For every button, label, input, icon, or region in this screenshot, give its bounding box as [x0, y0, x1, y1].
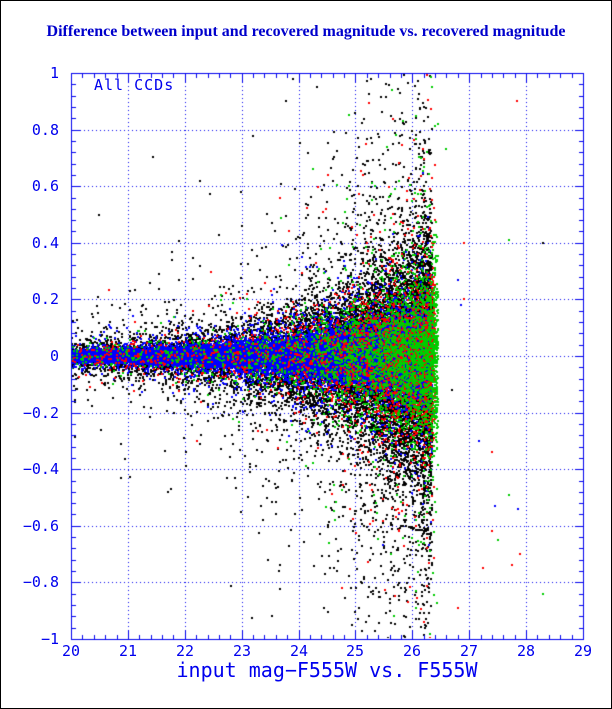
- x-tick-label: 21: [118, 642, 138, 660]
- x-tick-label: 29: [573, 642, 593, 660]
- x-tick-label: 24: [289, 642, 309, 660]
- x-tick-label: 26: [402, 642, 422, 660]
- x-tick-label: 20: [61, 642, 81, 660]
- x-tick-label: 25: [345, 642, 365, 660]
- y-tick-label: −0.8: [22, 573, 59, 591]
- y-tick-label: 1: [49, 64, 59, 82]
- x-tick-label: 23: [232, 642, 252, 660]
- y-tick-label: −0.2: [22, 404, 59, 422]
- x-tick-label: 27: [459, 642, 479, 660]
- all-ccds-annotation: All CCDs: [94, 76, 175, 94]
- y-tick-label: 0.8: [31, 121, 59, 139]
- y-tick-label: 0.2: [31, 290, 59, 308]
- y-tick-label: −0.6: [22, 517, 59, 535]
- y-tick-label: −1: [40, 630, 59, 648]
- x-axis-title: input mag−F555W vs. F555W: [176, 658, 478, 682]
- y-tick-label: −0.4: [22, 460, 59, 478]
- y-tick-label: 0.6: [31, 177, 59, 195]
- y-tick-label: 0.4: [31, 234, 59, 252]
- x-tick-label: 28: [516, 642, 536, 660]
- y-tick-label: 0: [49, 347, 59, 365]
- x-tick-label: 22: [175, 642, 195, 660]
